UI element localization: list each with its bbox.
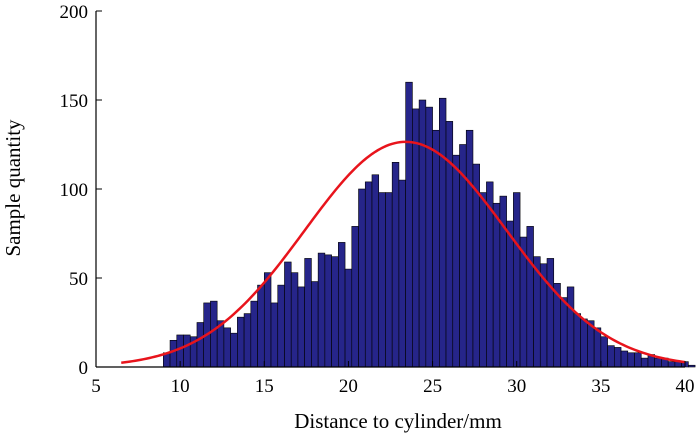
histogram-bar	[257, 284, 265, 368]
x-tick-label: 15	[255, 376, 274, 397]
histogram-bar	[358, 188, 366, 368]
histogram-bar	[405, 81, 413, 368]
histogram-bar	[566, 286, 575, 368]
histogram-bar	[513, 192, 521, 368]
histogram-bar	[364, 181, 373, 368]
histogram-bar	[627, 352, 635, 368]
histogram-bar	[432, 129, 440, 368]
histogram-bar	[620, 350, 629, 368]
histogram-bar	[667, 361, 676, 368]
histogram-bar	[479, 192, 487, 368]
histogram-bar	[492, 202, 501, 368]
histogram-bar	[351, 226, 359, 368]
x-tick-label: 35	[591, 376, 610, 397]
histogram-bar	[391, 162, 400, 368]
histogram-bar	[311, 281, 319, 368]
histogram-bar	[169, 339, 178, 368]
histogram-bar	[506, 220, 514, 368]
y-axis-label: Sample quantity	[1, 119, 25, 257]
histogram-bar	[580, 318, 588, 368]
histogram-bar	[290, 272, 299, 368]
x-tick-label: 5	[91, 376, 101, 397]
histogram-bar	[398, 179, 406, 368]
histogram-bar	[654, 357, 662, 368]
histogram-bar	[284, 261, 292, 368]
histogram-bar	[445, 121, 454, 368]
histogram-bar	[614, 347, 622, 368]
y-tick-label: 150	[60, 91, 89, 112]
normal-fit-curve	[121, 140, 686, 364]
histogram-bar	[526, 226, 534, 368]
histogram-bars	[163, 81, 696, 368]
histogram-bar	[277, 284, 285, 368]
histogram-bar	[324, 254, 332, 368]
y-axis-ticks: 0 50 100 150 200	[60, 2, 102, 379]
histogram-bar	[465, 129, 474, 368]
y-tick-label: 100	[60, 180, 89, 201]
histogram-bar	[250, 300, 258, 368]
x-tick-label: 30	[507, 376, 526, 397]
histogram-bar	[452, 154, 460, 368]
histogram-bar	[331, 256, 339, 368]
histogram-bar	[338, 242, 346, 368]
histogram-bar	[270, 302, 279, 368]
histogram-bar	[371, 174, 380, 368]
histogram-bar	[560, 297, 568, 368]
histogram-bar	[378, 192, 386, 368]
x-tick-label: 40	[676, 376, 695, 397]
histogram-bar	[573, 313, 581, 368]
x-tick-label: 10	[171, 376, 190, 397]
histogram-bar	[634, 352, 642, 368]
y-tick-label: 0	[79, 358, 89, 379]
histogram-bar	[546, 258, 555, 368]
x-axis-ticks: 5 10 15 20 25 30 35 40	[91, 361, 695, 397]
histogram-bar	[263, 272, 272, 368]
x-tick-label: 20	[339, 376, 358, 397]
histogram-bar	[600, 336, 608, 368]
histogram-bar	[412, 108, 420, 368]
x-axis-label: Distance to cylinder/mm	[294, 409, 502, 433]
histogram-bar	[385, 192, 393, 368]
x-tick-label: 25	[423, 376, 442, 397]
histogram-bar	[640, 357, 649, 368]
histogram-bar	[237, 316, 245, 368]
histogram-bar	[243, 313, 252, 368]
histogram-bar	[223, 327, 231, 368]
histogram-bar	[344, 268, 353, 368]
histogram-bar	[418, 99, 427, 368]
histogram-bar	[210, 300, 218, 368]
histogram-bar	[593, 327, 602, 368]
histogram-bar	[196, 322, 205, 368]
histogram-bar	[317, 252, 326, 368]
histogram-bar	[688, 364, 696, 368]
histogram-bar	[607, 345, 615, 368]
y-tick-label: 50	[69, 269, 88, 290]
histogram-bar	[304, 258, 312, 368]
histogram-bar	[230, 332, 238, 368]
histogram-bar	[297, 286, 305, 368]
histogram-bar	[183, 334, 191, 368]
y-tick-label: 200	[60, 2, 89, 23]
histogram-bar	[438, 97, 447, 368]
